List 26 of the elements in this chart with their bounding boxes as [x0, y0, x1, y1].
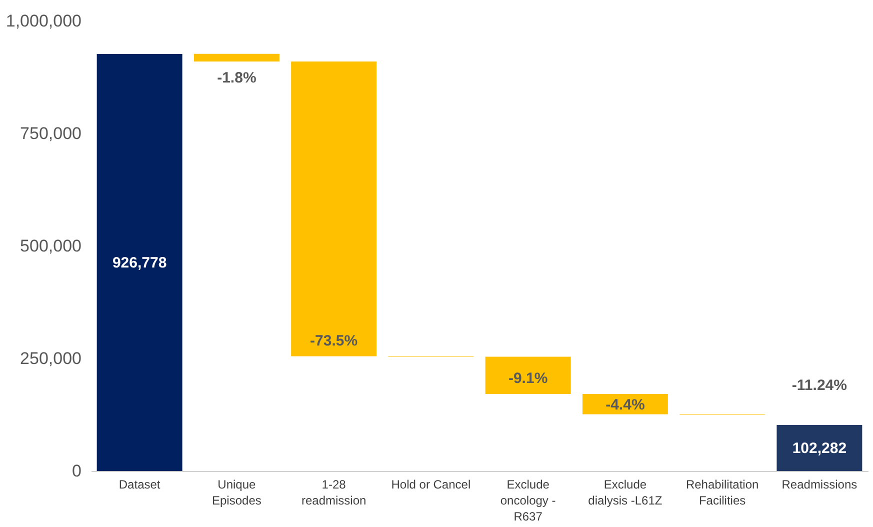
- x-tick-label: Exclude dialysis -L61Z: [588, 478, 662, 508]
- bar: [485, 356, 571, 394]
- data-label: 102,282: [792, 440, 847, 457]
- y-tick-label: 750,000: [20, 124, 82, 143]
- x-tick-label: Unique Episodes: [212, 478, 262, 508]
- x-tick-label: Hold or Cancel: [391, 478, 471, 492]
- annotation: -4.4%: [606, 396, 645, 414]
- x-tick-label: 1-28 readmission: [301, 478, 366, 508]
- bar: [291, 62, 377, 356]
- x-tick-label: Dataset: [118, 478, 161, 492]
- data-label: 926,778: [112, 254, 167, 272]
- bar: [582, 394, 668, 414]
- x-tick-label: Readmissions: [782, 478, 858, 492]
- annotation: -9.1%: [508, 370, 548, 388]
- y-tick-label: 1,000,000: [6, 12, 82, 30]
- x-tick-label: Rehabilitation Facilities: [686, 478, 759, 508]
- annotation: -1.8%: [217, 70, 256, 86]
- annotation: -11.24%: [792, 376, 847, 394]
- y-tick-label: 250,000: [20, 349, 82, 368]
- bar: [194, 54, 280, 62]
- y-tick-label: 0: [72, 462, 82, 480]
- annotation: -73.5%: [310, 332, 358, 350]
- x-tick-label: Exclude oncology - R637: [500, 478, 556, 524]
- y-tick-label: 500,000: [20, 236, 82, 256]
- bar: [96, 54, 182, 471]
- bar: [776, 424, 862, 471]
